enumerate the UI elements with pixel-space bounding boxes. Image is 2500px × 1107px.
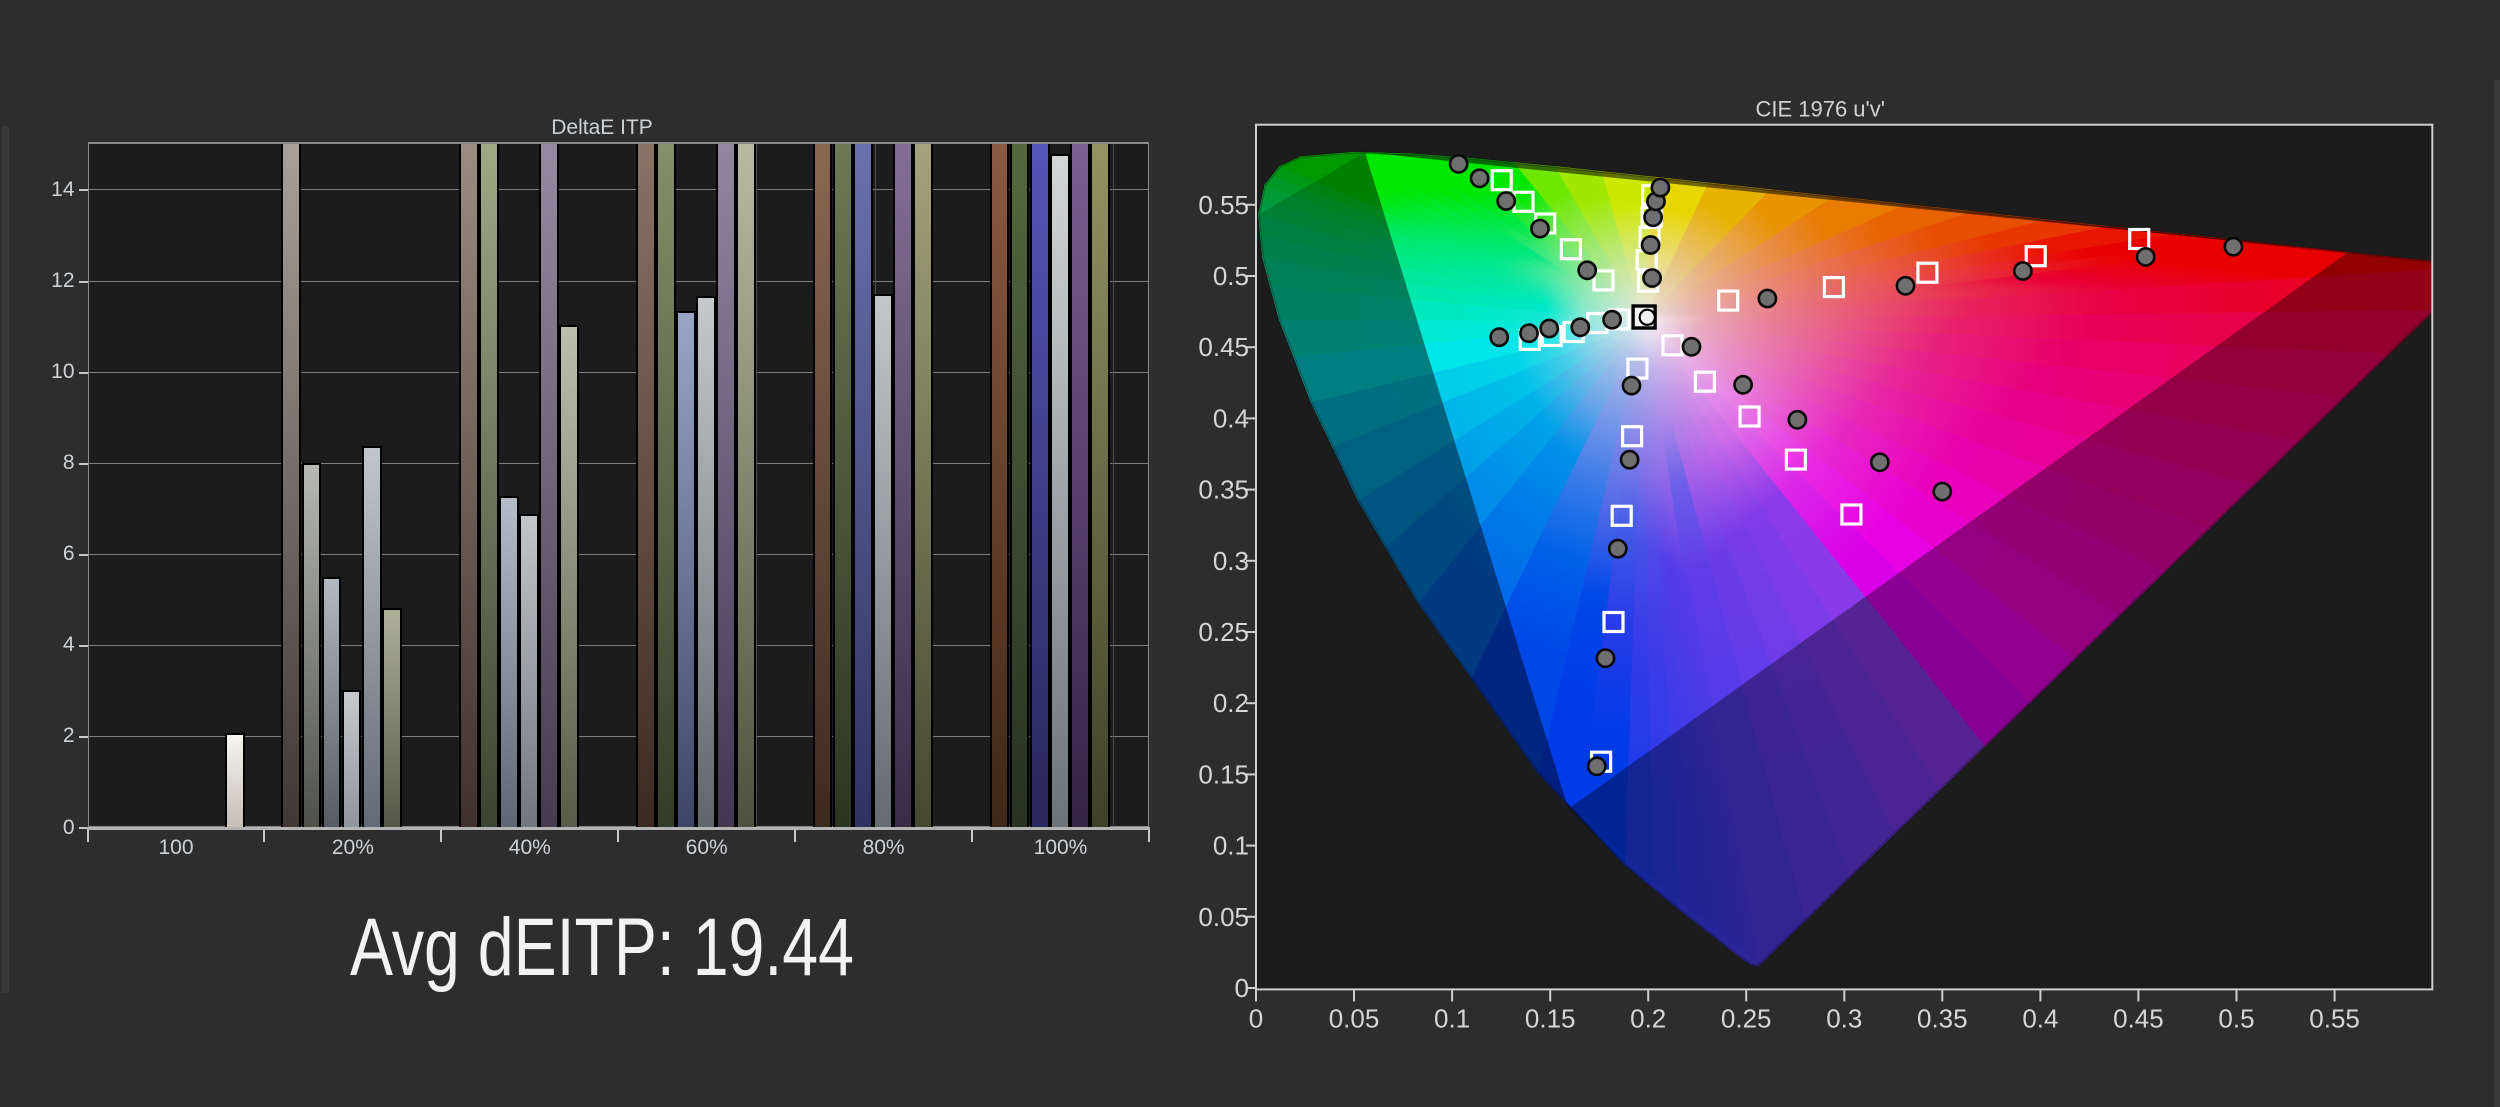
svg-text:0.1: 0.1 xyxy=(1434,1003,1470,1033)
svg-text:0: 0 xyxy=(1235,973,1249,1003)
svg-text:0.2: 0.2 xyxy=(1213,688,1249,718)
svg-text:0.5: 0.5 xyxy=(2218,1003,2254,1033)
svg-text:0.2: 0.2 xyxy=(1630,1003,1666,1033)
svg-text:0.4: 0.4 xyxy=(1213,403,1249,433)
svg-text:0.45: 0.45 xyxy=(2113,1003,2164,1033)
svg-text:0.1: 0.1 xyxy=(1213,831,1249,861)
svg-text:CIE 1976 u'v': CIE 1976 u'v' xyxy=(1755,97,1884,122)
svg-text:0.3: 0.3 xyxy=(1826,1003,1862,1033)
svg-text:0.55: 0.55 xyxy=(2309,1003,2360,1033)
svg-text:0.35: 0.35 xyxy=(1198,475,1249,505)
svg-text:0.45: 0.45 xyxy=(1198,332,1249,362)
svg-text:0.05: 0.05 xyxy=(1329,1003,1380,1033)
svg-text:0: 0 xyxy=(1249,1003,1263,1033)
svg-text:0.4: 0.4 xyxy=(2022,1003,2058,1033)
svg-text:0.25: 0.25 xyxy=(1198,617,1249,647)
svg-text:0.55: 0.55 xyxy=(1198,190,1249,220)
svg-text:0.5: 0.5 xyxy=(1213,261,1249,291)
svg-text:0.25: 0.25 xyxy=(1721,1003,1772,1033)
svg-text:0.15: 0.15 xyxy=(1198,759,1249,789)
svg-text:0.15: 0.15 xyxy=(1525,1003,1576,1033)
svg-text:0.3: 0.3 xyxy=(1213,546,1249,576)
svg-text:0.05: 0.05 xyxy=(1198,902,1249,932)
svg-text:0.35: 0.35 xyxy=(1917,1003,1968,1033)
